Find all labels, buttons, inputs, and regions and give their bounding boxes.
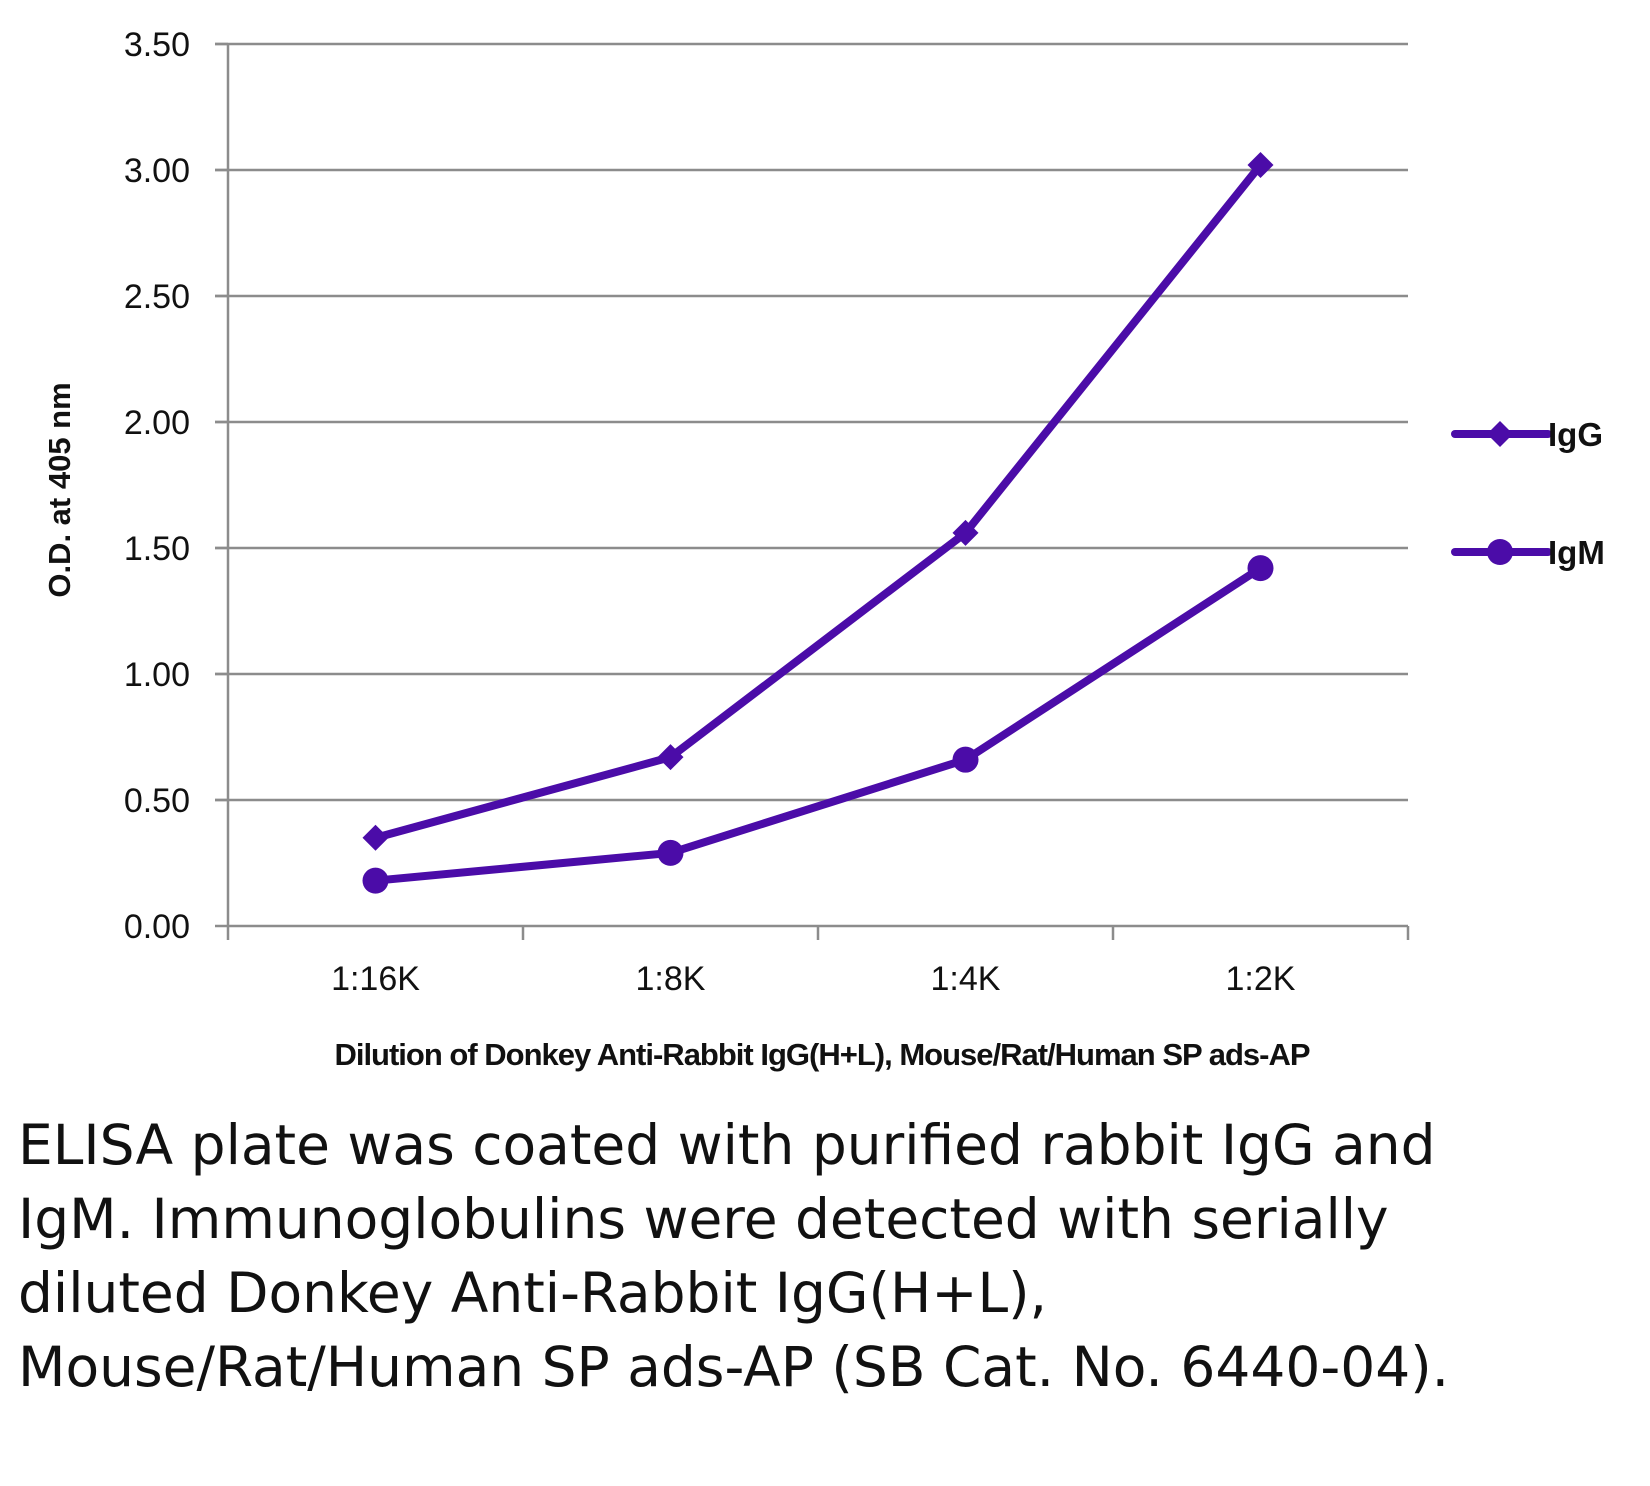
legend-label: IgM (1548, 534, 1605, 571)
series-igg (362, 151, 1274, 851)
legend-label: IgG (1548, 416, 1603, 453)
legend-item: IgM (1451, 534, 1605, 571)
data-point-diamond (952, 519, 979, 546)
x-axis-title: Dilution of Donkey Anti-Rabbit IgG(H+L),… (334, 1037, 1309, 1072)
data-point-circle (1487, 539, 1513, 565)
x-tick-label: 1:8K (636, 960, 706, 998)
elisa-line-chart: 0.000.501.001.502.002.503.003.50 1:16K 1:… (42, 26, 1605, 1072)
y-tick-label: 3.50 (124, 26, 190, 64)
x-tick-label: 1:4K (931, 960, 1001, 998)
data-point-circle (952, 746, 979, 773)
y-tick-label: 0.50 (124, 782, 190, 820)
series-igm (362, 555, 1274, 894)
data-point-circle (1247, 555, 1274, 582)
x-tick-label: 1:2K (1226, 960, 1296, 998)
gridlines (215, 42, 1408, 928)
data-point-diamond (1247, 151, 1274, 178)
figure-caption: ELISA plate was coated with purified rab… (18, 1113, 1450, 1399)
legend-item: IgG (1451, 416, 1603, 453)
data-point-diamond (657, 744, 684, 771)
series-group (362, 151, 1274, 894)
legend: IgG IgM (1451, 416, 1605, 571)
data-point-diamond (1487, 421, 1513, 447)
series-line (371, 564, 1265, 885)
x-tick-label: 1:16K (331, 960, 420, 998)
x-tick-labels: 1:16K 1:8K 1:4K 1:2K (331, 960, 1296, 998)
y-tick-label: 3.00 (124, 152, 190, 190)
y-tick-labels: 0.00 0.50 1.00 1.50 2.00 2.50 3.00 3.50 (124, 26, 190, 946)
data-point-diamond (362, 824, 389, 851)
data-point-circle (362, 867, 389, 894)
y-tick-label: 1.50 (124, 530, 190, 568)
y-tick-label: 2.00 (124, 404, 190, 442)
data-point-circle (657, 839, 684, 866)
y-tick-label: 1.00 (124, 656, 190, 694)
y-tick-label: 0.00 (124, 908, 190, 946)
y-tick-label: 2.50 (124, 278, 190, 316)
series-line (371, 160, 1265, 842)
y-axis-title: O.D. at 405 nm (42, 382, 77, 597)
axes (226, 44, 1410, 940)
